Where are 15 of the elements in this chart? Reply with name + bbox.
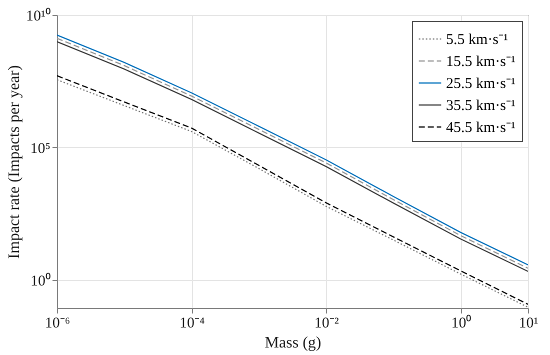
x-tick-label: 10⁻⁶ <box>44 316 70 332</box>
legend-label: 15.5 km·s⁻¹ <box>446 54 516 70</box>
legend-label: 5.5 km·s⁻¹ <box>446 32 508 48</box>
x-tick-label: 10⁰ <box>451 314 472 332</box>
x-axis-title: Mass (g) <box>264 334 322 352</box>
legend-label: 45.5 km·s⁻¹ <box>446 120 516 136</box>
y-tick-label: 10⁰ <box>30 272 50 290</box>
y-axis-title: Impact rate (Impacts per year) <box>6 65 24 259</box>
legend-label: 25.5 km·s⁻¹ <box>446 76 516 92</box>
x-tick-label: 10⁻² <box>314 316 340 332</box>
x-tick-label: 10⁻⁴ <box>179 316 205 332</box>
y-tick-label: 10¹⁰ <box>26 8 50 24</box>
x-tick-label: 10¹ <box>518 316 538 332</box>
y-tick-label: 10⁵ <box>30 140 50 157</box>
legend-label: 35.5 km·s⁻¹ <box>446 98 516 114</box>
